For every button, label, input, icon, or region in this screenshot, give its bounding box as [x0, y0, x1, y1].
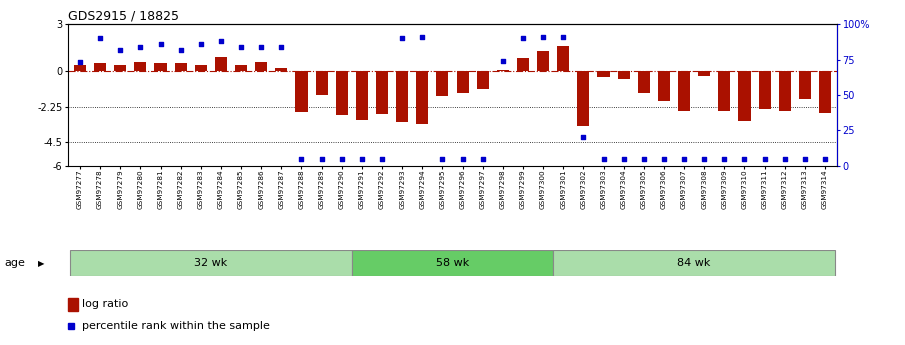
Point — [475, 156, 490, 161]
Bar — [416, 71, 428, 124]
Point — [153, 41, 167, 47]
Bar — [597, 71, 610, 77]
Text: GDS2915 / 18825: GDS2915 / 18825 — [68, 10, 179, 23]
Text: 58 wk: 58 wk — [436, 258, 469, 268]
Text: 84 wk: 84 wk — [678, 258, 710, 268]
Point — [233, 44, 248, 50]
Bar — [698, 71, 710, 76]
Bar — [114, 65, 127, 71]
Bar — [255, 61, 267, 71]
Bar — [336, 71, 348, 115]
Point — [415, 34, 430, 40]
Bar — [356, 71, 368, 120]
Bar — [295, 71, 308, 112]
Point — [576, 135, 591, 140]
Bar — [175, 63, 186, 71]
Bar — [94, 63, 106, 71]
Point — [435, 156, 450, 161]
Text: log ratio: log ratio — [82, 299, 129, 309]
Bar — [577, 71, 589, 126]
Bar — [719, 71, 730, 111]
Point — [677, 156, 691, 161]
Bar — [537, 51, 549, 71]
Bar — [134, 62, 147, 71]
Bar — [758, 71, 771, 109]
Bar — [477, 71, 489, 89]
Point — [194, 41, 208, 47]
Bar — [678, 71, 691, 111]
Bar — [74, 65, 86, 71]
Bar — [396, 71, 408, 122]
Bar — [553, 250, 835, 276]
Bar — [436, 71, 449, 96]
Bar — [376, 71, 388, 114]
Point — [657, 156, 672, 161]
Bar — [738, 71, 750, 121]
Bar — [658, 71, 670, 101]
Point — [335, 156, 349, 161]
Bar — [638, 71, 650, 93]
Point — [697, 156, 711, 161]
Bar — [557, 46, 569, 71]
Bar — [456, 71, 469, 92]
Point — [294, 156, 309, 161]
Bar — [778, 71, 791, 111]
Point — [254, 44, 269, 50]
Point — [636, 156, 651, 161]
Bar — [617, 71, 630, 79]
Bar — [155, 63, 167, 71]
Bar — [195, 65, 207, 71]
Bar — [517, 58, 529, 71]
Point — [375, 156, 389, 161]
Point — [355, 156, 369, 161]
Point — [314, 156, 329, 161]
Text: age: age — [5, 258, 25, 268]
Point — [616, 156, 631, 161]
Bar — [275, 68, 288, 71]
Point — [455, 156, 470, 161]
Bar — [799, 71, 811, 99]
Bar — [68, 298, 78, 310]
Point — [274, 44, 289, 50]
Point — [818, 156, 833, 161]
Point — [777, 156, 792, 161]
Point — [738, 156, 752, 161]
Point — [596, 156, 611, 161]
Point — [797, 156, 812, 161]
Point — [516, 36, 530, 41]
Text: 32 wk: 32 wk — [195, 258, 227, 268]
Point — [214, 38, 228, 44]
Bar — [497, 70, 509, 71]
Bar — [214, 57, 227, 71]
Text: percentile rank within the sample: percentile rank within the sample — [82, 321, 271, 331]
Point — [174, 47, 188, 52]
Bar — [235, 65, 247, 71]
Text: ▶: ▶ — [38, 258, 44, 268]
Point — [133, 44, 148, 50]
Point — [556, 34, 570, 40]
Point — [93, 36, 108, 41]
Point — [72, 60, 87, 65]
Bar — [316, 71, 328, 95]
Point — [395, 36, 409, 41]
Bar — [70, 250, 352, 276]
Point — [717, 156, 731, 161]
Bar — [352, 250, 553, 276]
Point — [757, 156, 772, 161]
Bar — [819, 71, 831, 113]
Point — [536, 34, 550, 40]
Point — [496, 58, 510, 64]
Point — [113, 47, 128, 52]
